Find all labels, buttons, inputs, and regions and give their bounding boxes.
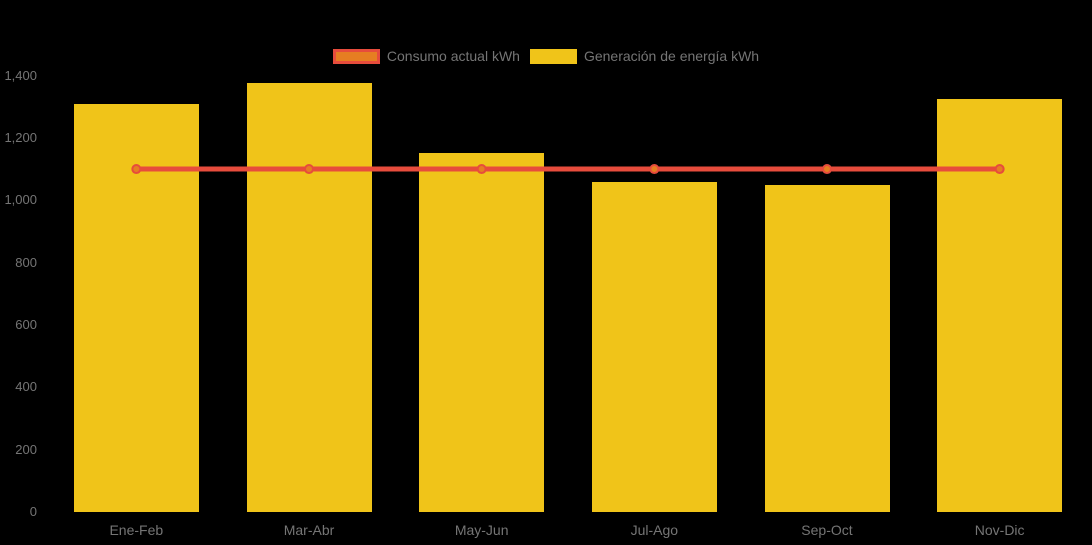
- y-tick-label: 600: [15, 316, 37, 332]
- chart-legend: Consumo actual kWh Generación de energía…: [0, 46, 1092, 66]
- bar-sep-oct: [764, 184, 890, 512]
- x-tick-label-jul-ago: Jul-Ago: [630, 522, 679, 538]
- bar-may-jun: [419, 153, 545, 512]
- x-tick-label-may-jun: May-Jun: [454, 522, 509, 538]
- y-tick-label: 1,000: [4, 192, 37, 208]
- bar-mar-abr: [246, 83, 372, 512]
- line-marker-jul-ago: [649, 164, 660, 175]
- legend-swatch-bar-series-icon: [529, 48, 577, 64]
- y-tick-label: 1,400: [4, 67, 37, 83]
- y-tick-label: 800: [15, 254, 37, 270]
- legend-item-generacion[interactable]: Generación de energía kWh: [529, 48, 760, 64]
- legend-label-generacion: Generación de energía kWh: [583, 48, 760, 64]
- bar-jul-ago: [591, 181, 717, 512]
- legend-item-consumo[interactable]: Consumo actual kWh: [332, 48, 520, 64]
- x-tick-label-ene-feb: Ene-Feb: [109, 522, 164, 538]
- y-tick-label: 1,200: [4, 129, 37, 145]
- line-marker-sep-oct: [822, 164, 832, 175]
- x-tick-label-nov-dic: Nov-Dic: [974, 522, 1025, 538]
- bar-ene-feb: [73, 103, 199, 512]
- y-tick-label: 0: [29, 504, 37, 519]
- y-tick-label: 200: [15, 441, 37, 457]
- legend-swatch-line-series-icon: [332, 48, 380, 64]
- bar-nov-dic: [937, 98, 1063, 512]
- y-tick-label: 400: [15, 379, 37, 395]
- legend-label-consumo: Consumo actual kWh: [386, 48, 520, 64]
- x-tick-label-mar-abr: Mar-Abr: [283, 522, 335, 538]
- x-tick-label-sep-oct: Sep-Oct: [801, 522, 853, 538]
